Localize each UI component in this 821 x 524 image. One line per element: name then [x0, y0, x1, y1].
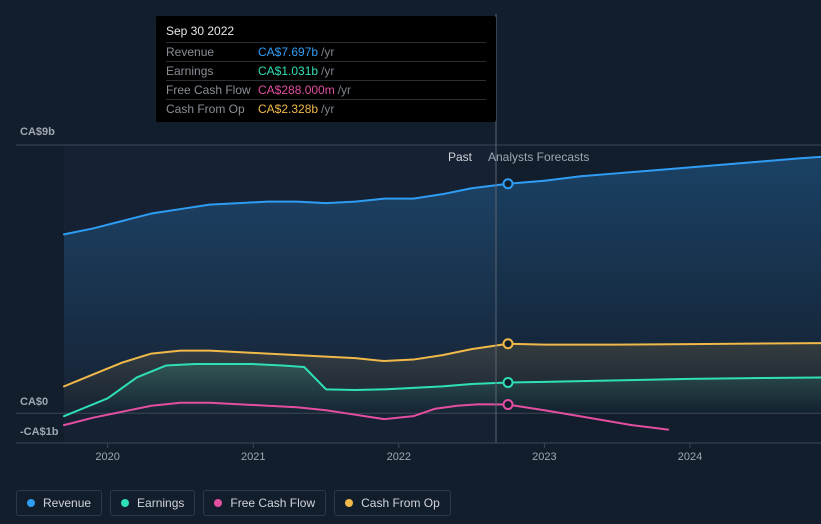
legend-item-cfo[interactable]: Cash From Op — [334, 490, 451, 516]
tooltip-row-unit: /yr — [321, 45, 334, 59]
tooltip-row: Cash From OpCA$2.328b/yr — [166, 99, 486, 118]
period-label-past: Past — [448, 150, 472, 164]
period-label-forecast: Analysts Forecasts — [488, 150, 589, 164]
tooltip-row-label: Earnings — [166, 64, 258, 78]
tooltip-row-value: CA$7.697b — [258, 45, 318, 59]
tooltip-row-label: Free Cash Flow — [166, 83, 258, 97]
x-axis-tick-label: 2024 — [678, 451, 702, 463]
tooltip-row-value: CA$2.328b — [258, 102, 318, 116]
legend-item-label: Earnings — [137, 496, 184, 510]
legend-item-label: Revenue — [43, 496, 91, 510]
tooltip-row-value: CA$1.031b — [258, 64, 318, 78]
x-axis-tick-label: 2021 — [241, 451, 265, 463]
legend-item-earnings[interactable]: Earnings — [110, 490, 195, 516]
tooltip-row-unit: /yr — [338, 83, 351, 97]
tooltip-row-label: Revenue — [166, 45, 258, 59]
tooltip-row: EarningsCA$1.031b/yr — [166, 61, 486, 80]
tooltip-row-label: Cash From Op — [166, 102, 258, 116]
tooltip-date: Sep 30 2022 — [166, 22, 486, 42]
tooltip-row-unit: /yr — [321, 102, 334, 116]
chart-container: CA$9b CA$0 -CA$1b Past Analysts Forecast… — [16, 0, 805, 524]
y-axis-label-zero: CA$0 — [20, 396, 48, 408]
chart-legend: Revenue Earnings Free Cash Flow Cash From O… — [16, 490, 451, 516]
legend-dot-icon — [121, 499, 129, 507]
chart-tooltip: Sep 30 2022 RevenueCA$7.697b/yrEarningsC… — [156, 16, 496, 122]
tooltip-row: Free Cash FlowCA$288.000m/yr — [166, 80, 486, 99]
tooltip-row: RevenueCA$7.697b/yr — [166, 42, 486, 61]
x-axis-tick-label: 2022 — [387, 451, 411, 463]
x-axis-tick-label: 2020 — [95, 451, 119, 463]
legend-item-revenue[interactable]: Revenue — [16, 490, 102, 516]
legend-dot-icon — [214, 499, 222, 507]
y-axis-label-top: CA$9b — [20, 126, 55, 138]
legend-item-label: Cash From Op — [361, 496, 440, 510]
legend-item-label: Free Cash Flow — [230, 496, 315, 510]
legend-dot-icon — [27, 499, 35, 507]
x-axis-tick-label: 2023 — [532, 451, 556, 463]
y-axis-label-bottom: -CA$1b — [20, 426, 59, 438]
tooltip-row-value: CA$288.000m — [258, 83, 335, 97]
tooltip-row-unit: /yr — [321, 64, 334, 78]
legend-dot-icon — [345, 499, 353, 507]
legend-item-fcf[interactable]: Free Cash Flow — [203, 490, 326, 516]
